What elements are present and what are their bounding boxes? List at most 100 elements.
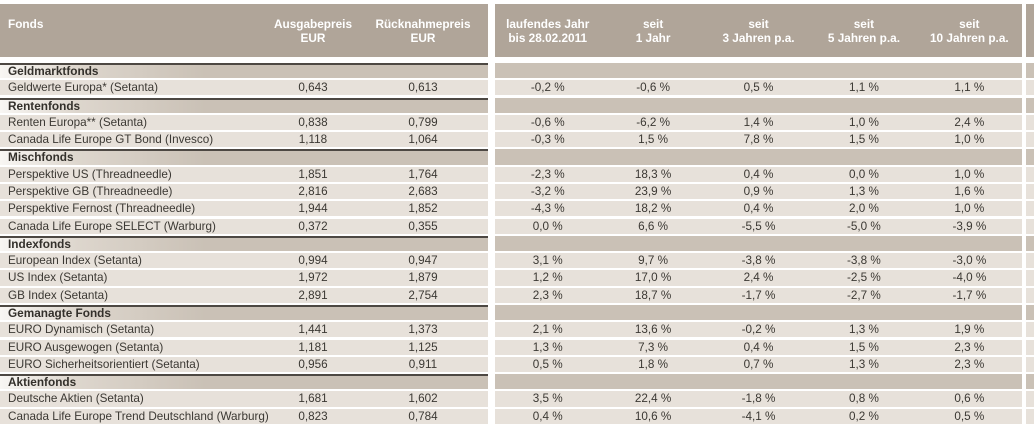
column-header-seit-1-jahr: seit 1 Jahr — [600, 4, 705, 57]
table-gap — [1022, 356, 1026, 372]
column-header-line: EUR — [300, 30, 326, 45]
column-header-line: seit — [959, 16, 980, 31]
ausgabepreis-cell: 2,891 — [298, 288, 328, 302]
cutoff-sliver — [1026, 149, 1034, 165]
table-gap — [1022, 149, 1026, 165]
table-gap — [488, 132, 495, 148]
perf-cell: -4,1 % — [741, 409, 776, 423]
perf-cell: 2,0 % — [848, 202, 879, 216]
ruecknahmepreis-cell: 1,602 — [408, 392, 438, 406]
column-header-line: 5 Jahren p.a. — [827, 30, 900, 45]
perf-cell: -1,7 % — [952, 288, 987, 302]
fund-name-cell: GB Index (Setanta) — [8, 288, 109, 302]
cutoff-sliver — [1026, 304, 1034, 321]
column-header-line: 10 Jahren p.a. — [929, 30, 1009, 45]
perf-cell: 7,8 % — [743, 133, 774, 147]
fund-left-cells: Deutsche Aktien (Setanta) 1,681 1,602 — [0, 391, 488, 407]
section-row: Geldmarktfonds — [0, 63, 1034, 79]
column-header-seit-10-jahren: seit 10 Jahren p.a. — [917, 4, 1022, 57]
fund-perf-cells: -4,3 % 18,2 % 0,4 % 2,0 % 1,0 % — [495, 201, 1022, 217]
fund-perf-cells: 3,5 % 22,4 % -1,8 % 0,8 % 0,6 % — [495, 391, 1022, 407]
table-gap — [1022, 374, 1026, 390]
ruecknahmepreis-cell: 0,613 — [408, 81, 438, 95]
fund-name-cell: EURO Dynamisch (Setanta) — [8, 323, 155, 337]
header-left-block: Fonds Ausgabepreis EUR Rücknahmepreis EU… — [0, 4, 488, 57]
table-gap — [1022, 339, 1026, 355]
perf-cell: 3,1 % — [532, 254, 563, 268]
cutoff-sliver — [1026, 322, 1034, 338]
table-gap — [1022, 183, 1026, 200]
ausgabepreis-cell: 2,816 — [298, 184, 328, 198]
table-gap — [488, 304, 495, 321]
perf-cell: 0,4 % — [743, 340, 774, 354]
perf-cell: 1,0 % — [848, 115, 879, 129]
ausgabepreis-cell: 0,823 — [298, 409, 328, 423]
fund-left-cells: Canada Life Europe SELECT (Warburg) 0,372… — [0, 218, 488, 234]
column-header-line: seit — [748, 16, 769, 31]
ausgabepreis-cell: 0,372 — [298, 219, 328, 233]
cutoff-sliver — [1026, 97, 1034, 113]
table-gap — [1022, 287, 1026, 303]
cutoff-sliver — [1026, 253, 1034, 269]
fund-perf-cells: -2,3 % 18,3 % 0,4 % 0,0 % 1,0 % — [495, 166, 1022, 182]
table-gap — [1022, 270, 1026, 286]
perf-cell: 0,9 % — [743, 184, 774, 198]
perf-cell: 2,3 % — [954, 357, 985, 371]
perf-cell: -1,8 % — [741, 392, 776, 406]
cutoff-sliver — [1026, 4, 1034, 57]
perf-cell: -1,7 % — [741, 288, 776, 302]
fund-left-cells: EURO Sicherheitsorientiert (Setanta) 0,95… — [0, 356, 488, 372]
perf-cell: 0,4 % — [743, 167, 774, 181]
perf-cell: 1,3 % — [532, 340, 563, 354]
perf-cell: 9,7 % — [638, 254, 669, 268]
perf-cell: -3,9 % — [952, 219, 987, 233]
fund-left-cells: EURO Dynamisch (Setanta) 1,441 1,373 — [0, 322, 488, 338]
perf-cell: 0,0 % — [848, 167, 879, 181]
fund-perf-cells: -3,2 % 23,9 % 0,9 % 1,3 % 1,6 % — [495, 183, 1022, 200]
fund-left-cells: Geldwerte Europa* (Setanta) 0,643 0,613 — [0, 80, 488, 96]
table-gap — [1022, 166, 1026, 182]
fund-name-cell: Canada Life Europe GT Bond (Invesco) — [8, 133, 214, 147]
cutoff-sliver — [1026, 270, 1034, 286]
fund-row: Perspektive US (Threadneedle) 1,851 1,764 -… — [0, 166, 1034, 182]
perf-cell: 1,5 % — [848, 133, 879, 147]
section-row: Mischfonds — [0, 149, 1034, 165]
section-row: Gemanagte Fonds — [0, 304, 1034, 321]
cutoff-sliver — [1026, 374, 1034, 390]
section-bar — [495, 304, 1022, 321]
ausgabepreis-cell: 0,643 — [298, 81, 328, 95]
cutoff-sliver — [1026, 408, 1034, 424]
fund-name-cell: Canada Life Europe Trend Deutschland (Wa… — [8, 409, 269, 423]
table-gap — [1022, 408, 1026, 424]
table-gap — [488, 97, 495, 113]
table-gap — [488, 201, 495, 217]
perf-cell: 18,2 % — [634, 202, 672, 216]
ausgabepreis-cell: 1,181 — [298, 340, 328, 354]
fund-row: Geldwerte Europa* (Setanta) 0,643 0,613 -0,… — [0, 80, 1034, 96]
fund-perf-cells: 2,1 % 13,6 % -0,2 % 1,3 % 1,9 % — [495, 322, 1022, 338]
table-gap — [488, 149, 495, 165]
ausgabepreis-cell: 1,118 — [298, 133, 328, 147]
perf-cell: 13,6 % — [634, 323, 672, 337]
perf-cell: -3,2 % — [530, 184, 565, 198]
section-header-cell: Geldmarktfonds — [0, 63, 488, 79]
perf-cell: 1,3 % — [848, 357, 879, 371]
table-gap — [1022, 97, 1026, 113]
fund-name-cell: European Index (Setanta) — [8, 254, 142, 268]
column-header-line: Ausgabepreis — [273, 16, 353, 31]
table-gap — [488, 270, 495, 286]
fund-left-cells: EURO Ausgewogen (Setanta) 1,181 1,125 — [0, 339, 488, 355]
fund-name-cell: EURO Sicherheitsorientiert (Setanta) — [8, 357, 200, 371]
perf-cell: 18,7 % — [634, 288, 672, 302]
perf-cell: 0,0 % — [532, 219, 563, 233]
perf-cell: -0,6 % — [530, 115, 565, 129]
column-header-seit-3-jahren: seit 3 Jahren p.a. — [706, 4, 811, 57]
table-gap — [488, 253, 495, 269]
table-gap — [1022, 391, 1026, 407]
column-header-line: laufendes Jahr — [506, 16, 590, 31]
cutoff-sliver — [1026, 339, 1034, 355]
perf-cell: 0,4 % — [743, 202, 774, 216]
column-header-line: 3 Jahren p.a. — [722, 30, 795, 45]
fund-perf-cells: 3,1 % 9,7 % -3,8 % -3,8 % -3,0 % — [495, 253, 1022, 269]
section-label: Gemanagte Fonds — [8, 305, 111, 320]
